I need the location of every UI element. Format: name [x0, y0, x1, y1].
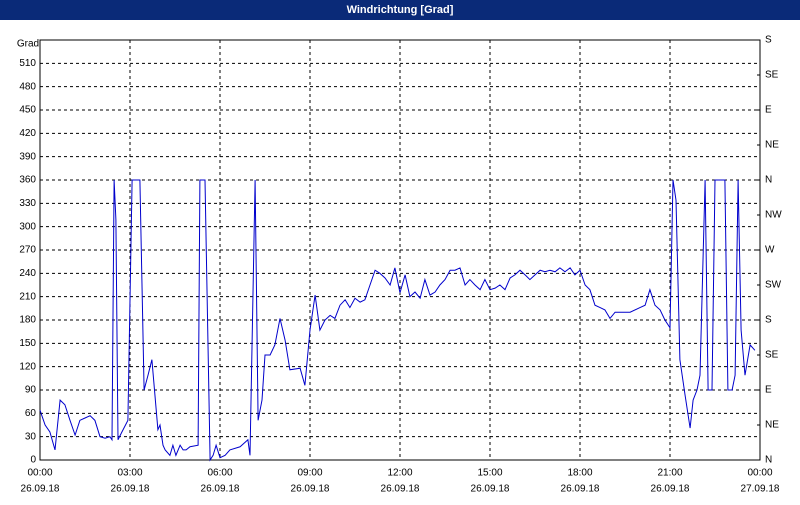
title-bar	[0, 0, 800, 20]
x-tick-date: 26.09.18	[291, 484, 330, 495]
y-tick-label: 450	[19, 105, 36, 116]
y-tick-label: 270	[19, 245, 36, 256]
y-tick-label: 360	[19, 175, 36, 186]
y-tick-label: 0	[30, 455, 36, 466]
y-tick-label: 420	[19, 128, 36, 139]
x-tick-label: 03:00	[117, 468, 142, 479]
x-tick-date: 26.09.18	[111, 484, 150, 495]
x-tick-date: 26.09.18	[21, 484, 60, 495]
x-tick-date: 27.09.18	[741, 484, 780, 495]
y-tick-label: 90	[25, 385, 37, 396]
y-tick-label: 210	[19, 291, 36, 302]
y-tick-label: 240	[19, 268, 36, 279]
y2-tick-label: E	[765, 385, 772, 396]
x-tick-label: 09:00	[297, 468, 322, 479]
x-tick-label: 12:00	[387, 468, 412, 479]
y2-tick-label: NE	[765, 420, 779, 431]
y2-tick-label: E	[765, 105, 772, 116]
y-tick-label: 180	[19, 315, 36, 326]
y-tick-label: 330	[19, 198, 36, 209]
x-tick-date: 26.09.18	[561, 484, 600, 495]
y2-tick-label: NW	[765, 210, 782, 221]
x-tick-date: 26.09.18	[381, 484, 420, 495]
plot-border	[39, 39, 761, 461]
y2-tick-label: W	[765, 245, 775, 256]
x-tick-label: 21:00	[657, 468, 682, 479]
y-tick-label: 480	[19, 81, 36, 92]
x-tick-label: 06:00	[207, 468, 232, 479]
x-tick-label: 15:00	[477, 468, 502, 479]
y2-tick-label: S	[765, 315, 772, 326]
chart-title: Windrichtung [Grad]	[347, 4, 454, 16]
y2-tick-label: SE	[765, 350, 779, 361]
x-tick-date: 26.09.18	[651, 484, 690, 495]
y-tick-label: 30	[25, 431, 37, 442]
y-tick-label: 300	[19, 221, 36, 232]
data-line	[39, 179, 756, 462]
y2-tick-label: SE	[765, 70, 779, 81]
y-tick-label: 510	[19, 58, 36, 69]
x-tick-date: 26.09.18	[201, 484, 240, 495]
x-tick-date: 26.09.18	[471, 484, 510, 495]
x-tick-label: 18:00	[567, 468, 592, 479]
y2-tick-label: NE	[765, 140, 779, 151]
y2-tick-label: S	[765, 35, 772, 46]
y2-tick-label: N	[765, 455, 772, 466]
x-tick-label: 00:00	[27, 468, 52, 479]
y-tick-label: 120	[19, 361, 36, 372]
y-tick-label: 60	[25, 408, 37, 419]
y2-tick-label: N	[765, 175, 772, 186]
y-axis-label: Grad	[17, 39, 39, 50]
y-tick-label: 390	[19, 151, 36, 162]
y-tick-label: 150	[19, 338, 36, 349]
y2-tick-label: SW	[765, 280, 782, 291]
x-tick-label: 00:00	[747, 468, 772, 479]
